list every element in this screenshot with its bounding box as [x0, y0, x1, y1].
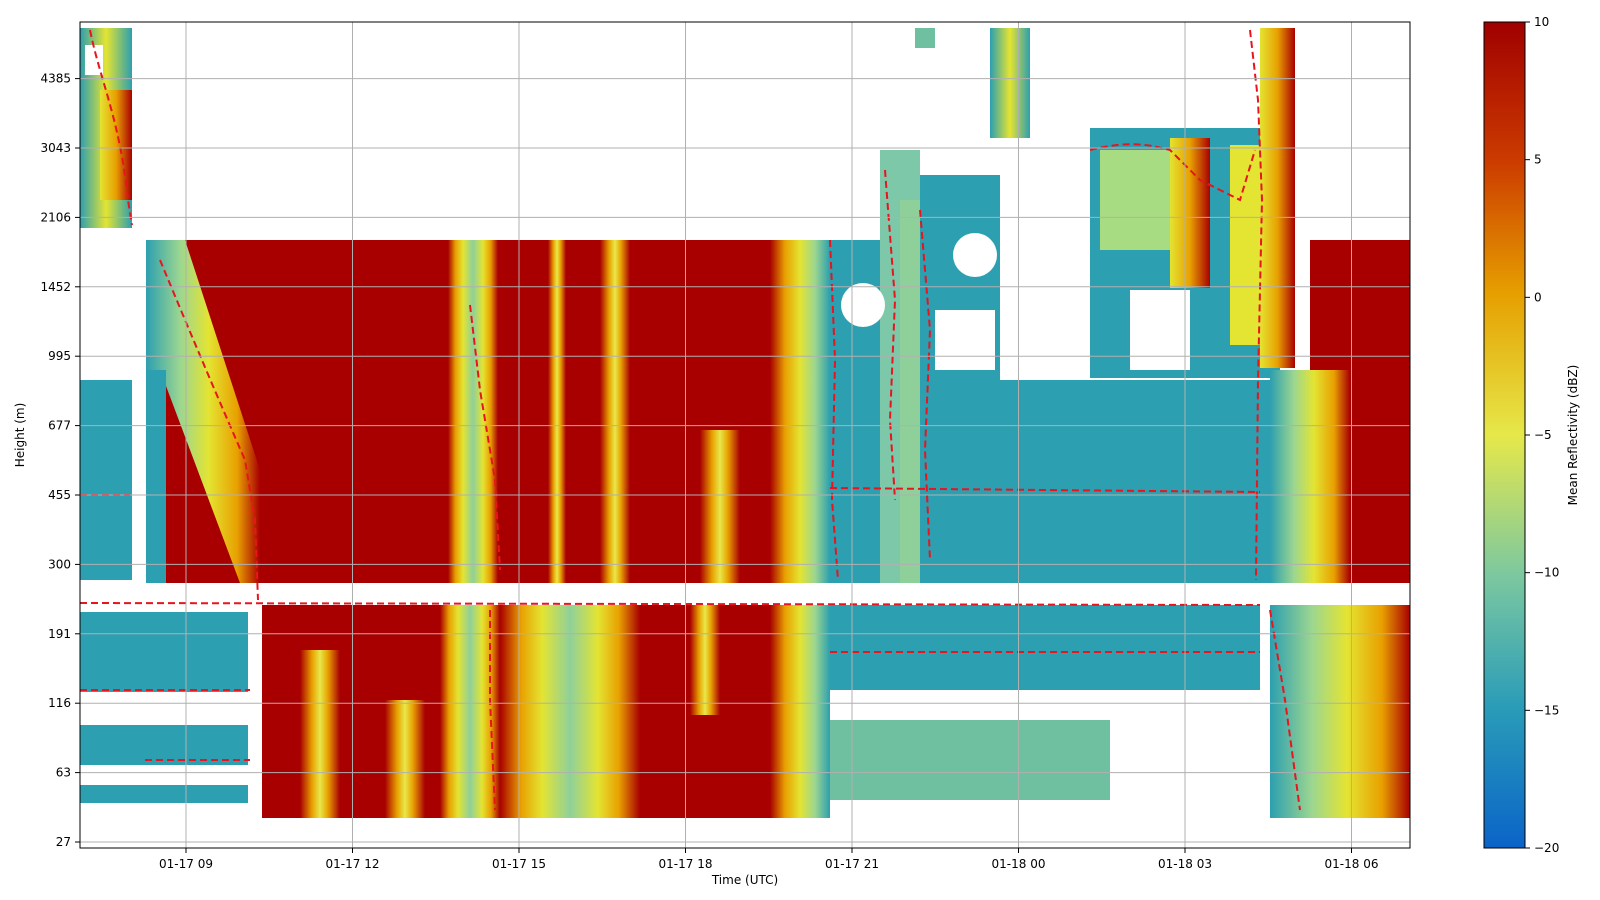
x-axis-ticks: 01-17 09 01-17 12 01-17 15 01-17 18 01-17 21…: [159, 848, 1378, 871]
contour-right-column: [1249, 29, 1264, 581]
echo-mid-teal-lower2: [830, 720, 1110, 800]
x-tick-label: 01-18 03: [1158, 857, 1212, 871]
grid-lines: [80, 22, 1410, 848]
echo-gap-d: [880, 690, 1080, 720]
echo-lower-band-e: [690, 605, 720, 715]
contour-wedge: [159, 259, 259, 601]
x-tick-label: 01-17 15: [492, 857, 546, 871]
y-tick-label: 677: [48, 419, 71, 433]
x-tick-label: 01-18 06: [1325, 857, 1379, 871]
x-tick-label: 01-17 09: [159, 857, 213, 871]
colorbar-ticks: 10 5 0 −5 −10 −15 −20: [1525, 15, 1559, 855]
y-tick-label: 300: [48, 557, 71, 571]
echo-mid-green-spot: [900, 200, 920, 583]
y-tick-label: 4385: [40, 72, 71, 86]
colorbar-tick-label: −15: [1534, 703, 1559, 717]
y-tick-label: 3043: [40, 141, 71, 155]
y-tick-label: 1452: [40, 280, 71, 294]
colorbar-tick-label: −5: [1534, 428, 1552, 442]
echo-upper-wedge: [146, 240, 260, 583]
echo-gap-circle-a: [841, 283, 885, 327]
y-tick-label: 191: [48, 627, 71, 641]
reflectivity-heatmap: [80, 28, 1410, 818]
contour-21-right: [919, 209, 932, 561]
echo-region-left-low3: [80, 785, 248, 803]
echo-upper-right-column: [1260, 28, 1295, 368]
y-tick-label: 63: [56, 766, 71, 780]
echo-region-left-low2: [80, 725, 248, 765]
x-axis-label: Time (UTC): [711, 873, 778, 887]
contour-21-left: [884, 169, 897, 501]
colorbar: [1483, 21, 1526, 849]
y-tick-label: 27: [56, 835, 71, 849]
echo-mid-teal-lower: [830, 605, 1260, 690]
echo-lower-band-b: [385, 700, 425, 818]
echo-band-15: [448, 240, 498, 583]
colorbar-label: Mean Reflectivity (dBZ): [1566, 365, 1580, 506]
y-axis-ticks: 27 63 116 191 300 455 677 995 1452 2106 3043 4385: [40, 72, 80, 849]
colorbar-tick-label: 10: [1534, 15, 1549, 29]
echo-lower-band-a: [300, 650, 340, 818]
echo-band-16b: [600, 240, 630, 583]
blank-gap-band: [80, 583, 1410, 605]
colorbar-tick-label: 0: [1534, 290, 1542, 304]
y-tick-label: 455: [48, 488, 71, 502]
plot-frame: [79, 21, 1411, 849]
y-tick-label: 116: [48, 696, 71, 710]
x-tick-label: 01-17 21: [825, 857, 879, 871]
echo-lower-band-f: [770, 605, 830, 818]
echo-band-19: [700, 430, 740, 583]
echo-upper-right-core: [1170, 138, 1210, 288]
x-tick-label: 01-17 18: [659, 857, 713, 871]
y-tick-label: 2106: [40, 210, 71, 224]
echo-mid-teal-c: [930, 380, 1270, 583]
echo-region-left-mid: [80, 380, 132, 580]
echo-upper-right-band: [1230, 145, 1260, 345]
echo-right-lower: [1270, 605, 1410, 818]
contour-horizontal-191: [80, 602, 1261, 606]
echo-right-ramp: [1270, 370, 1350, 583]
echo-upper-right-green: [1100, 150, 1170, 250]
echo-gap-left-top: [85, 45, 103, 75]
contour-left-top: [89, 29, 133, 226]
echo-band-16a: [548, 240, 566, 583]
x-tick-label: 01-18 00: [992, 857, 1046, 871]
contour-band-15b: [489, 610, 496, 811]
echo-gap-c: [935, 310, 995, 370]
echo-gap-circle-b: [953, 233, 997, 277]
contour-right-lower: [1269, 609, 1301, 811]
colorbar-tick-label: −10: [1534, 566, 1559, 580]
echo-slim-a: [915, 28, 935, 48]
contour-lines: [80, 29, 1301, 811]
echo-region-left-low1: [80, 612, 248, 692]
echo-slim-b: [990, 28, 1030, 138]
echo-gap-e: [1130, 290, 1190, 370]
colorbar-tick-label: −20: [1534, 841, 1559, 855]
echo-upper-midleft: [146, 370, 166, 583]
y-tick-label: 995: [48, 349, 71, 363]
echo-lower-band-d: [500, 605, 640, 818]
contour-21-upper: [829, 239, 839, 581]
contour-horizontal-455: [829, 487, 1261, 493]
echo-band-20: [770, 240, 830, 583]
contour-band-15a: [469, 304, 501, 571]
y-axis-label: Height (m): [13, 403, 27, 468]
echo-core-left-top: [100, 90, 132, 200]
colorbar-tick-label: 5: [1534, 153, 1542, 167]
x-tick-label: 01-17 12: [326, 857, 380, 871]
